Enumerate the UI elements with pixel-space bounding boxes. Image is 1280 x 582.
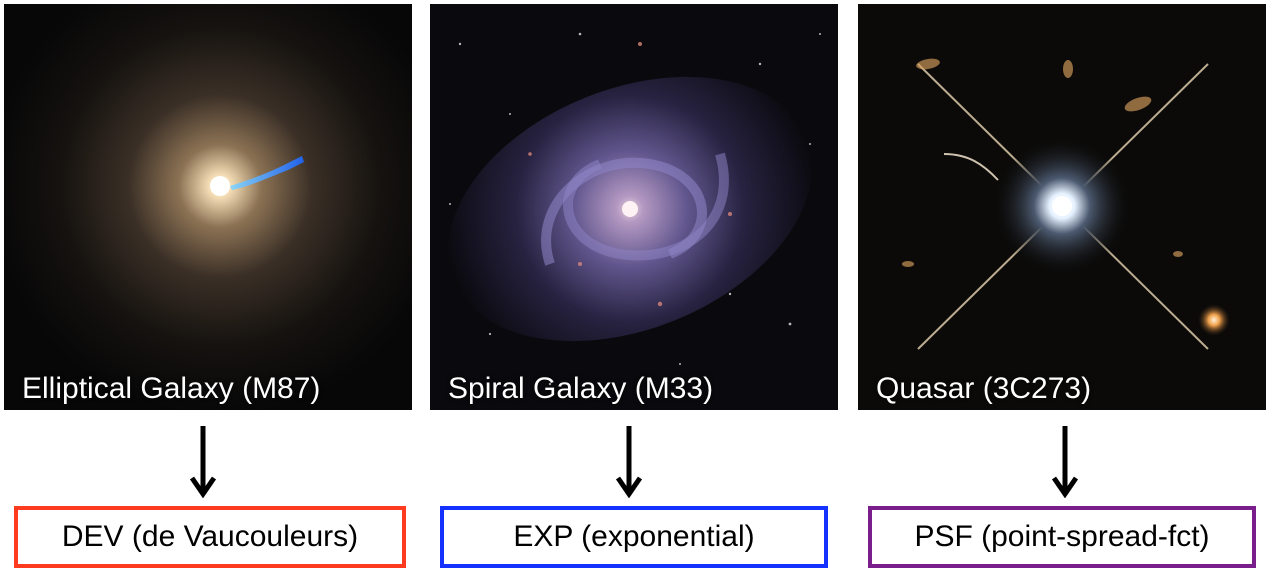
panel-caption: Quasar (3C273): [876, 372, 1092, 405]
spiral-galaxy-picture: [430, 4, 838, 410]
panel-caption: Elliptical Galaxy (M87): [22, 372, 321, 405]
down-arrow-icon: [615, 426, 643, 498]
quasar-picture: [858, 4, 1266, 410]
elliptical-galaxy-image: Elliptical Galaxy (M87): [4, 4, 412, 410]
elliptical-galaxy-picture: [4, 4, 412, 410]
panel-caption: Spiral Galaxy (M33): [448, 372, 714, 405]
model-box-psf: PSF (point-spread-fct): [868, 506, 1256, 568]
spiral-galaxy-image: Spiral Galaxy (M33): [430, 4, 838, 410]
down-arrow-icon: [1051, 426, 1079, 498]
down-arrow-icon: [189, 426, 217, 498]
quasar-image: Quasar (3C273): [858, 4, 1266, 410]
model-box-dev: DEV (de Vaucouleurs): [14, 506, 406, 568]
model-box-exp: EXP (exponential): [440, 506, 828, 568]
